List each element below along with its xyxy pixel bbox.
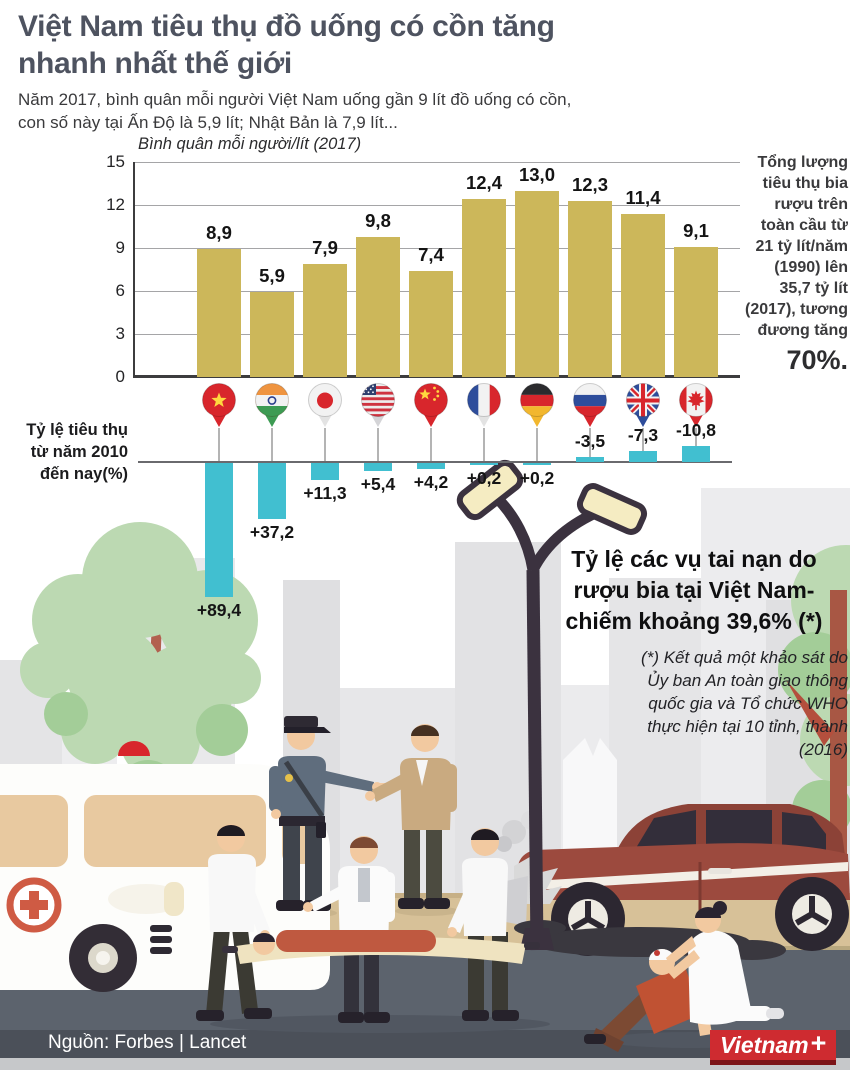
y-axis-line bbox=[133, 162, 135, 378]
bystander-illustration bbox=[365, 724, 457, 909]
global-consumption-note: Tổng lượng tiêu thụ bia rượu trên toàn cầu … bbox=[733, 152, 848, 377]
bar-value-label: 7,9 bbox=[312, 236, 338, 258]
growth-value-label: +0,2 bbox=[466, 468, 502, 488]
global-consumption-text: Tổng lượng tiêu thụ bia rượu trên toàn cầu … bbox=[745, 154, 848, 339]
bar-value-label: 9,1 bbox=[683, 219, 709, 241]
bar-value-label: 12,4 bbox=[465, 172, 502, 194]
crashed-car-illustration bbox=[496, 804, 850, 956]
source-label: Nguồn: Forbes | Lancet bbox=[48, 1032, 247, 1053]
logo-plus-icon: + bbox=[810, 1027, 827, 1058]
bar-value-label: 9,8 bbox=[365, 209, 391, 231]
gridline bbox=[133, 248, 740, 249]
france-flag-icon bbox=[462, 380, 506, 464]
y-axis-tick: 15 bbox=[106, 152, 125, 171]
y-axis-tick: 0 bbox=[115, 367, 125, 386]
per-capita-chart: 0 3 6 9 12 15 8,9 5,9 7,9 9,8 7,4 12,4 13,0 12,3 11,4 9… bbox=[106, 152, 747, 386]
bar-value-label: 13,0 bbox=[518, 163, 555, 185]
zero-axis-line bbox=[138, 461, 732, 463]
bar-value-label: 5,9 bbox=[259, 265, 285, 287]
growth-bar bbox=[205, 463, 233, 598]
growth-value-label: -7,3 bbox=[627, 425, 659, 446]
left-tree-illustration bbox=[20, 522, 261, 895]
bar-value-label: 11,4 bbox=[625, 186, 661, 208]
china-flag-icon bbox=[409, 380, 453, 464]
per-capita-bar bbox=[356, 236, 400, 377]
logo-text: Vietnam bbox=[720, 1031, 809, 1058]
bar-value-label: 12,3 bbox=[571, 173, 608, 195]
growth-value-label: -10,8 bbox=[676, 419, 716, 440]
per-capita-bar bbox=[303, 263, 347, 377]
stretcher-team-illustration bbox=[196, 824, 540, 1021]
growth-value-label: +11,3 bbox=[303, 482, 347, 503]
growth-bar bbox=[682, 445, 710, 462]
global-consumption-highlight: 70%. bbox=[786, 345, 848, 375]
growth-bar bbox=[311, 463, 339, 480]
y-axis-tick: 3 bbox=[115, 324, 125, 343]
gridline bbox=[133, 162, 740, 163]
per-capita-bar bbox=[462, 199, 506, 377]
growth-chart: +89,4 +37,2 +11,3 +5,4 +4,2 +0,2 +0,2 -3,5 -7,3-… bbox=[133, 420, 748, 627]
y-axis-tick: 9 bbox=[115, 238, 125, 257]
page-subtitle: Năm 2017, bình quân mỗi người Việt Nam u… bbox=[18, 90, 572, 132]
growth-bar bbox=[576, 456, 604, 462]
india-flag-icon bbox=[250, 380, 294, 464]
growth-value-label: -3,5 bbox=[574, 430, 606, 451]
country-flag-row bbox=[0, 380, 850, 470]
per-capita-bar bbox=[568, 200, 612, 377]
growth-bar bbox=[258, 463, 286, 519]
y-axis-tick: 12 bbox=[106, 195, 125, 214]
growth-bar bbox=[364, 463, 392, 472]
japan-flag-icon bbox=[303, 380, 347, 464]
street-scene-illustration bbox=[0, 459, 850, 1070]
doctor-illustration bbox=[303, 836, 395, 1023]
gridline bbox=[133, 205, 740, 206]
growth-value-label: +5,4 bbox=[360, 474, 396, 495]
vietnam-flag-icon bbox=[197, 380, 241, 464]
per-capita-bar bbox=[515, 190, 559, 377]
vietnamplus-logo: Vietnam + bbox=[710, 1027, 837, 1065]
per-capita-bar bbox=[409, 270, 453, 377]
accident-note-footnote: (*) Kết quả một khảo sát do Ủy ban An toà… bbox=[641, 648, 848, 759]
bar-value-label: 8,9 bbox=[206, 222, 232, 244]
growth-value-label: +4,2 bbox=[413, 472, 449, 493]
per-capita-bar bbox=[197, 249, 241, 377]
accident-note-title: Tỷ lệ các vụ tai nạn do rượu bia tại Việt… bbox=[565, 546, 823, 634]
per-capita-chart-title: Bình quân mỗi người/lít (2017) bbox=[138, 135, 362, 153]
growth-value-label: +89,4 bbox=[196, 600, 242, 621]
street-lamp-illustration bbox=[456, 459, 648, 951]
per-capita-bar bbox=[674, 246, 718, 377]
germany-flag-icon bbox=[515, 380, 559, 464]
growth-bar bbox=[417, 463, 445, 470]
usa-flag-icon bbox=[356, 380, 400, 464]
growth-chart-title: Tỷ lệ tiêu thụ từ năm 2010 đến nay(%) bbox=[26, 421, 128, 483]
growth-bar bbox=[470, 463, 498, 465]
growth-bar bbox=[629, 451, 657, 462]
bar-value-label: 7,4 bbox=[418, 243, 444, 265]
y-axis-tick: 6 bbox=[115, 281, 125, 300]
growth-value-label: +0,2 bbox=[519, 468, 555, 488]
russia-flag-icon bbox=[568, 380, 612, 464]
growth-value-label: +37,2 bbox=[249, 521, 295, 542]
police-officer-illustration bbox=[269, 716, 390, 911]
page-title: Việt Nam tiêu thụ đồ uống có cồn tăng nha… bbox=[18, 10, 555, 80]
per-capita-bar bbox=[621, 213, 665, 377]
per-capita-bar bbox=[250, 292, 294, 377]
growth-bar bbox=[523, 463, 551, 465]
